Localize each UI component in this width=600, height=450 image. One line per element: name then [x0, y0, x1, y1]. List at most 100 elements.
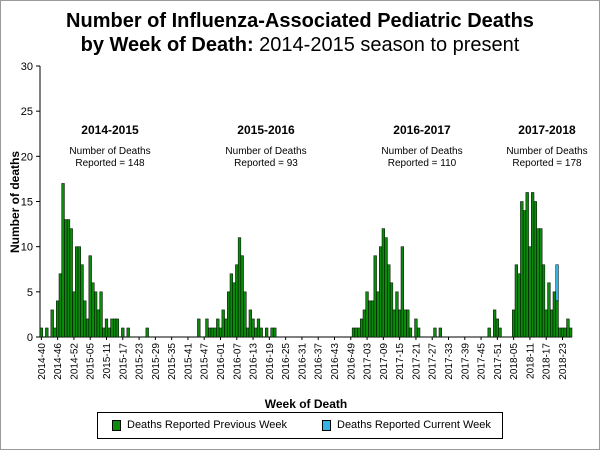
- bar-previous-week: [520, 201, 524, 338]
- bar-previous-week: [64, 219, 68, 338]
- bar-previous-week: [381, 228, 385, 338]
- legend-label-current: Deaths Reported Current Week: [337, 419, 491, 431]
- x-tick-label: 2017-21: [411, 343, 422, 380]
- bar-previous-week: [110, 318, 114, 338]
- x-tick-label: 2018-17: [542, 343, 553, 380]
- bar-previous-week: [216, 318, 220, 338]
- legend-item-previous: Deaths Reported Previous Week: [112, 419, 287, 431]
- bar-previous-week: [75, 246, 79, 338]
- bar-previous-week: [218, 327, 223, 338]
- x-tick-label: 2015-05: [86, 343, 97, 380]
- bar-previous-week: [197, 318, 201, 338]
- bar-previous-week: [56, 300, 60, 338]
- bar-previous-week: [121, 327, 125, 338]
- season-name: 2015-2016: [237, 123, 295, 137]
- bar-previous-week: [213, 327, 217, 338]
- bar-previous-week: [254, 327, 258, 338]
- season-deaths-reported: Reported = 148: [75, 158, 145, 169]
- x-tick-label: 2015-35: [167, 343, 178, 380]
- season-deaths-reported: Reported = 178: [512, 158, 582, 169]
- y-axis-label: Number of deaths: [8, 151, 22, 253]
- bar-previous-week: [259, 327, 263, 338]
- bar-previous-week: [91, 282, 95, 338]
- bar-previous-week: [373, 255, 377, 338]
- bar-previous-week: [208, 327, 212, 338]
- bar-previous-week: [541, 264, 546, 338]
- bar-previous-week: [512, 309, 516, 338]
- y-tick-label: 25: [21, 106, 33, 118]
- x-tick-label: 2015-17: [118, 343, 129, 380]
- x-tick-label: 2017-27: [428, 343, 439, 380]
- bar-previous-week: [558, 327, 562, 338]
- bar-previous-week: [544, 309, 548, 338]
- x-tick-label: 2017-15: [395, 343, 406, 380]
- legend-item-current: Deaths Reported Current Week: [322, 419, 491, 431]
- bar-previous-week: [210, 327, 214, 338]
- bar-previous-week: [514, 264, 518, 338]
- bar-previous-week: [50, 309, 54, 338]
- x-tick-label: 2017-09: [379, 343, 390, 380]
- x-tick-label: 2016-49: [346, 343, 357, 380]
- x-tick-label: 2014-52: [69, 343, 80, 380]
- legend-swatch-current: [322, 419, 331, 431]
- bar-previous-week: [273, 327, 277, 338]
- chart-title-line1: Number of Influenza-Associated Pediatric…: [66, 10, 534, 32]
- bar-previous-week: [96, 309, 100, 338]
- bar-previous-week: [522, 210, 527, 338]
- x-tick-label: 2018-11: [525, 343, 536, 379]
- x-tick-label: 2017-03: [363, 343, 374, 380]
- bar-previous-week: [113, 318, 117, 338]
- bar-previous-week: [243, 291, 247, 338]
- bar-previous-week: [229, 273, 233, 338]
- bar-previous-week: [232, 282, 236, 338]
- bar-previous-week: [53, 327, 57, 338]
- bar-previous-week: [39, 327, 43, 338]
- bar-previous-week: [94, 291, 98, 338]
- bar-previous-week: [351, 327, 356, 338]
- bar-previous-week: [438, 327, 442, 338]
- bar-previous-week: [392, 309, 396, 338]
- x-tick-label: 2015-41: [183, 343, 194, 380]
- bar-previous-week: [384, 237, 388, 338]
- x-tick-label: 2016-25: [281, 343, 292, 380]
- bar-previous-week: [528, 246, 532, 338]
- bar-previous-week: [560, 327, 565, 338]
- bar-previous-week: [414, 318, 418, 338]
- bar-previous-week: [45, 327, 49, 338]
- bar-previous-week: [83, 300, 87, 338]
- x-tick-label: 2015-29: [151, 343, 162, 380]
- bar-previous-week: [498, 327, 502, 338]
- bar-previous-week: [205, 318, 209, 338]
- bar-previous-week: [251, 318, 255, 338]
- y-tick-label: 15: [21, 197, 33, 209]
- season-name: 2017-2018: [518, 123, 576, 137]
- season-name: 2014-2015: [81, 123, 139, 137]
- bar-previous-week: [533, 201, 537, 338]
- x-tick-label: 2016-31: [297, 343, 308, 380]
- bar-previous-week: [221, 309, 225, 338]
- bar-previous-week: [354, 327, 358, 338]
- bar-previous-week: [408, 327, 413, 338]
- bar-previous-week: [265, 327, 269, 338]
- chart-title-line2-rest: 2014-2015 season to present: [253, 34, 520, 56]
- bar-previous-week: [256, 318, 261, 338]
- bar-previous-week: [69, 228, 73, 338]
- bar-previous-week: [365, 291, 369, 338]
- bar-previous-week: [379, 246, 383, 338]
- bar-previous-week: [102, 327, 106, 338]
- bar-previous-week: [547, 282, 551, 338]
- bar-previous-week: [550, 309, 554, 338]
- bar-previous-week: [403, 309, 407, 338]
- x-tick-label: 2015-23: [135, 343, 146, 380]
- bar-previous-week: [246, 327, 250, 338]
- bar-previous-week: [58, 273, 62, 338]
- bar-previous-week: [368, 300, 372, 338]
- bar-previous-week: [85, 318, 90, 338]
- bar-previous-week: [104, 318, 109, 338]
- x-tick-label: 2018-23: [558, 343, 569, 380]
- season-name: 2016-2017: [393, 123, 451, 137]
- axes: 0 5 10 15 20 25 30 2014-40 2014-46 2014-52 2015-05…: [21, 61, 572, 380]
